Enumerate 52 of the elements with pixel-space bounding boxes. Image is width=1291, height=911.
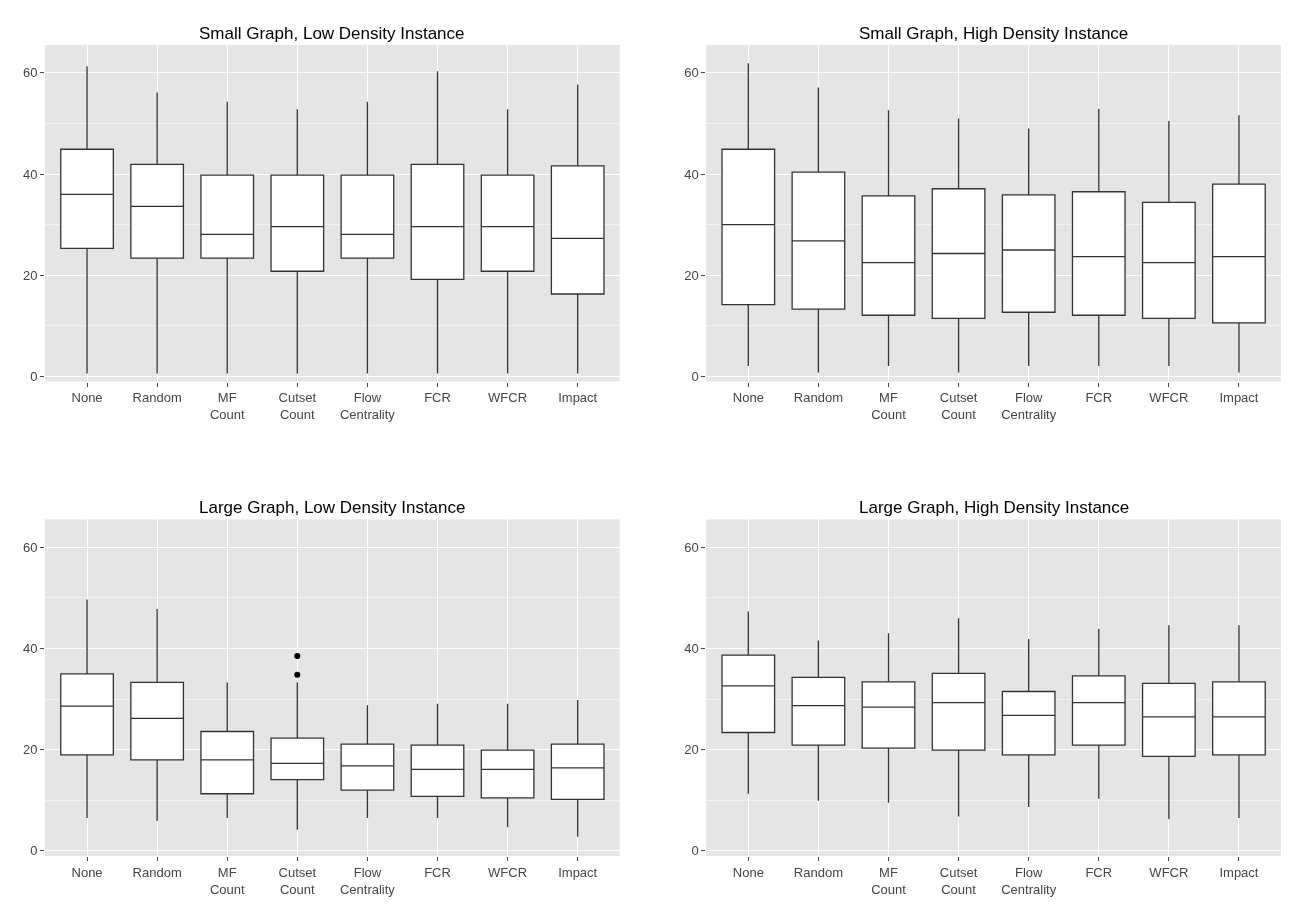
y-tick-label: 40	[684, 166, 699, 182]
x-tick-label: Flow Centrality	[1001, 864, 1057, 897]
chart-title: Small Graph, Low Density Instance	[199, 24, 465, 43]
x-tick-label: FCR	[1085, 864, 1113, 880]
x-tick-label: FCR	[424, 864, 451, 880]
x-tick-label: None	[71, 864, 103, 880]
y-tick-label: 20	[684, 742, 699, 758]
y-tick-label: 40	[684, 641, 699, 657]
x-tick-label: Cutset Count	[278, 390, 317, 423]
x-tick-label: WFCR	[488, 390, 528, 406]
x-tick-label: None	[732, 390, 764, 406]
x-tick-label: Flow Centrality	[1001, 390, 1057, 423]
x-tick-label: Cutset Count	[278, 864, 317, 897]
y-tick-label: 20	[22, 267, 38, 283]
x-tick-label: FCR	[1085, 390, 1113, 406]
x-tick-label: Random	[793, 864, 843, 880]
x-tick-label: None	[732, 864, 764, 880]
x-tick-label: Flow Centrality	[339, 390, 396, 423]
x-tick-label: Cutset Count	[939, 390, 978, 423]
chart-title: Large Graph, High Density Instance	[859, 498, 1130, 517]
x-tick-label: Random	[132, 390, 182, 406]
y-tick-label: 40	[22, 166, 38, 182]
x-tick-label: Random	[793, 390, 843, 406]
x-tick-label: FCR	[424, 390, 451, 406]
chart-title: Large Graph, Low Density Instance	[199, 498, 466, 517]
x-tick-label: Random	[132, 864, 182, 880]
y-tick-label: 0	[691, 843, 699, 859]
x-tick-label: MF Count	[209, 864, 245, 897]
x-tick-label: MF Count	[871, 390, 907, 423]
chart-title: Small Graph, High Density Instance	[859, 24, 1129, 43]
x-tick-label: WFCR	[488, 864, 528, 880]
y-tick-label: 60	[22, 539, 38, 555]
x-tick-label: WFCR	[1149, 390, 1189, 406]
y-tick-label: 20	[684, 267, 699, 283]
x-tick-label: Impact	[558, 864, 598, 880]
x-tick-label: Impact	[1219, 390, 1259, 406]
y-tick-label: 40	[22, 641, 38, 657]
y-tick-label: 0	[30, 369, 38, 385]
y-tick-label: 20	[22, 742, 38, 758]
x-tick-label: None	[71, 390, 103, 406]
y-tick-label: 60	[22, 65, 38, 81]
y-tick-label: 60	[684, 539, 699, 555]
x-tick-label: MF Count	[871, 864, 907, 897]
x-tick-label: Cutset Count	[939, 864, 978, 897]
x-tick-label: Flow Centrality	[339, 864, 396, 897]
x-tick-label: Impact	[1219, 864, 1259, 880]
x-tick-label: MF Count	[209, 390, 245, 423]
x-tick-label: Impact	[558, 390, 598, 406]
y-tick-label: 60	[684, 65, 699, 81]
x-tick-label: WFCR	[1149, 864, 1189, 880]
y-tick-label: 0	[30, 843, 38, 859]
y-tick-label: 0	[691, 369, 699, 385]
